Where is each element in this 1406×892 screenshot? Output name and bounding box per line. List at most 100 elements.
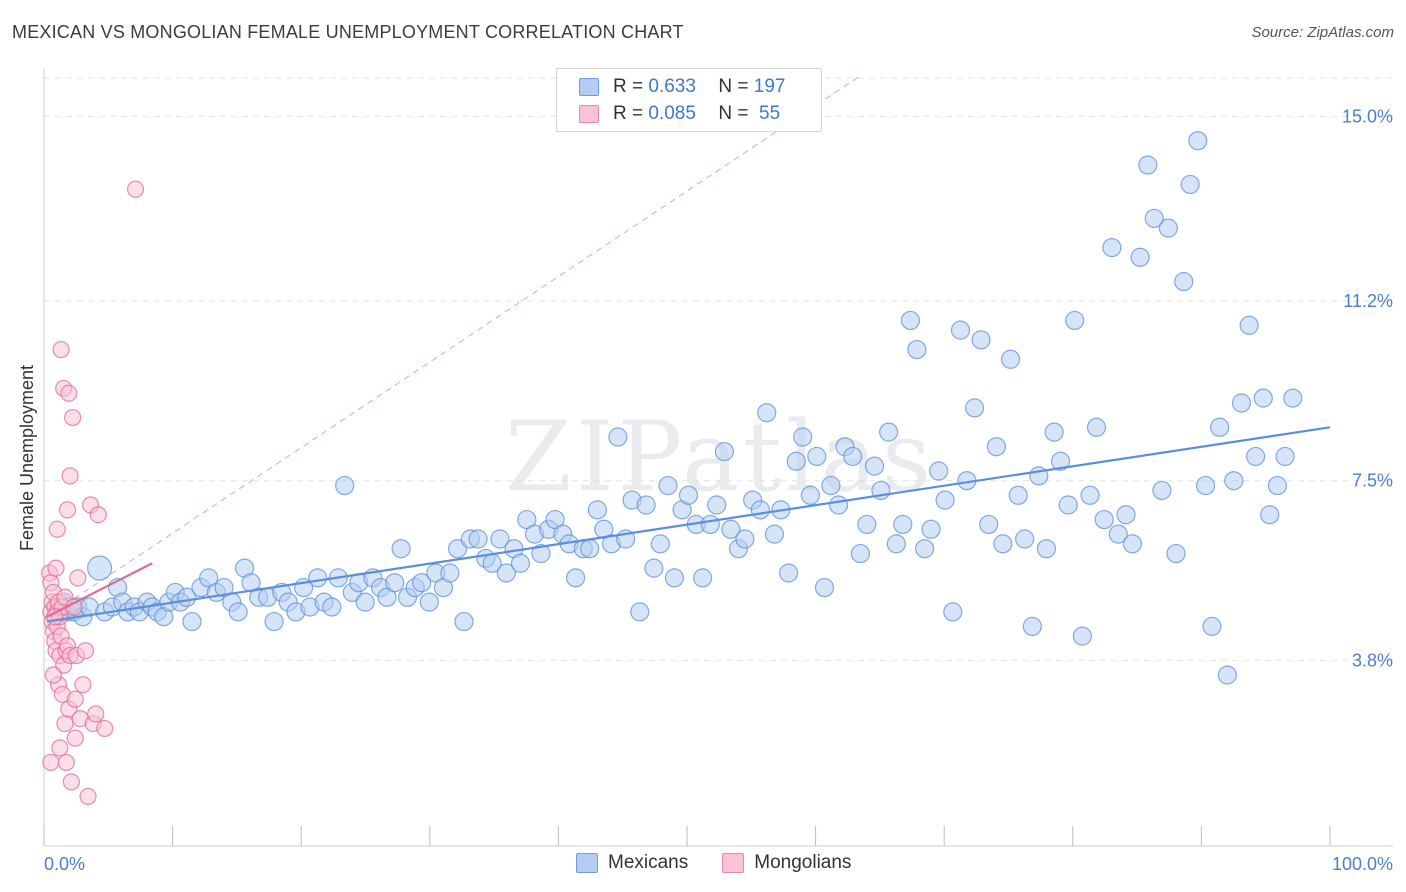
mongolians-point [74, 676, 92, 694]
mexicans-point [587, 500, 608, 520]
mexicans-point [1080, 485, 1100, 505]
mongolians-point [58, 501, 77, 519]
mexicans-point [636, 495, 656, 515]
mexicans-point [735, 529, 755, 549]
legend-r-label: R = [613, 103, 644, 124]
series-swatch-mexicans [576, 853, 598, 873]
mexicans-point [829, 495, 849, 515]
mexicans-point [965, 398, 985, 418]
y-axis-label: Female Unemployment [17, 365, 37, 551]
chart-title: MEXICAN VS MONGOLIAN FEMALE UNEMPLOYMENT… [12, 22, 684, 42]
y-tick-label-3: 15.0% [1342, 106, 1393, 126]
mexicans-point [419, 592, 439, 612]
mexicans-point [228, 602, 248, 622]
mexicans-point [714, 441, 735, 462]
mexicans-point [1108, 524, 1128, 544]
mexicans-point [510, 553, 531, 573]
mexicans-point [1283, 388, 1303, 408]
mexicans-point [786, 451, 806, 471]
mongolians-point [51, 739, 69, 757]
legend-n-value-mongolians: 55 [753, 103, 781, 124]
mexicans-point [335, 475, 355, 496]
mongolians-point [52, 340, 70, 359]
mongolians-point [76, 642, 95, 660]
mexicans-point [678, 485, 699, 505]
mexicans-point [580, 539, 600, 559]
mexicans-point [454, 611, 474, 632]
mexicans-point [447, 539, 468, 559]
mexicans-point [929, 461, 949, 481]
mexicans-point [1166, 543, 1186, 564]
mongolians-point [62, 773, 80, 791]
mongolians-point [69, 569, 87, 587]
series-legend: Mexicans Mongolians [576, 852, 885, 874]
legend-r-value-mongolians: 0.085 [648, 103, 696, 124]
mexicans-point [1008, 485, 1028, 505]
mexicans-point [1102, 237, 1122, 258]
mexicans-point [490, 529, 510, 549]
legend-n-label: N = [718, 76, 749, 97]
x-tick-label-max: 100.0% [1332, 854, 1393, 874]
y-tick-labels: 3.8% 7.5% 11.2% 15.0% [1342, 106, 1393, 670]
mongolians-point [126, 180, 145, 198]
mongolians-point [79, 787, 97, 806]
mongolians-point [89, 506, 107, 524]
mexicans-point [264, 611, 284, 632]
mexicans-point [986, 437, 1007, 457]
y-tick-label-2: 11.2% [1343, 291, 1393, 311]
mexicans-point [907, 339, 927, 360]
mexicans-point [1144, 208, 1164, 229]
mexicans-point [565, 568, 586, 588]
mexicans-point [608, 427, 628, 447]
mexicans-point [921, 519, 941, 539]
mongolians-point [87, 705, 105, 723]
mongolians-point [66, 729, 84, 747]
mexicans-point [1174, 271, 1194, 292]
mexicans-point [1036, 539, 1057, 559]
mexicans-point [1152, 480, 1172, 501]
mexicans-point [793, 427, 813, 447]
mongolians-point [66, 690, 84, 708]
mexicans-point [886, 534, 906, 554]
mexicans-point [658, 475, 678, 496]
series-label-mexicans: Mexicans [608, 852, 689, 873]
mexicans-point [1044, 422, 1064, 442]
mexicans-point [864, 456, 885, 476]
mexicans-point [308, 568, 328, 588]
series-label-mongolians: Mongolians [754, 852, 852, 873]
mexicans-point [807, 446, 827, 467]
mexicans-point [1086, 417, 1107, 437]
legend-n-label: N = [718, 103, 749, 124]
series-swatch-mongolians [722, 853, 745, 873]
source-label: Source: ZipAtlas.com [1251, 24, 1394, 41]
mexicans-point [412, 573, 432, 593]
mongolians-point [57, 753, 75, 772]
mexicans-point [440, 563, 460, 583]
mongolians-point [56, 714, 74, 733]
mexicans-point [900, 310, 921, 331]
mongolians-point [47, 559, 65, 577]
legend-row-mongolians: R = 0.085 N = 55 [579, 102, 780, 126]
mexicans-point [1224, 471, 1244, 491]
series-legend-mongolians[interactable]: Mongolians [722, 852, 851, 874]
mexicans-point [700, 514, 720, 535]
mongolians-trend-line [46, 562, 153, 618]
reference-line [46, 75, 861, 618]
mexicans-point [821, 475, 841, 496]
mexicans-point [857, 514, 877, 535]
mongolians-point [64, 408, 82, 427]
mexicans-point [1158, 218, 1178, 238]
mexicans-point [979, 514, 999, 535]
mexicans-point [814, 577, 835, 598]
trend-lines [46, 426, 1331, 623]
mexicans-point [993, 534, 1013, 554]
mexicans-point [182, 611, 202, 632]
mexicans-point [87, 555, 113, 581]
mexicans-point [800, 485, 820, 505]
mongolians-point [48, 520, 66, 538]
series-legend-mexicans[interactable]: Mexicans [576, 852, 688, 874]
mexicans-point [1253, 388, 1273, 408]
mongolians-point [42, 753, 60, 772]
mexicans-point [650, 534, 670, 554]
